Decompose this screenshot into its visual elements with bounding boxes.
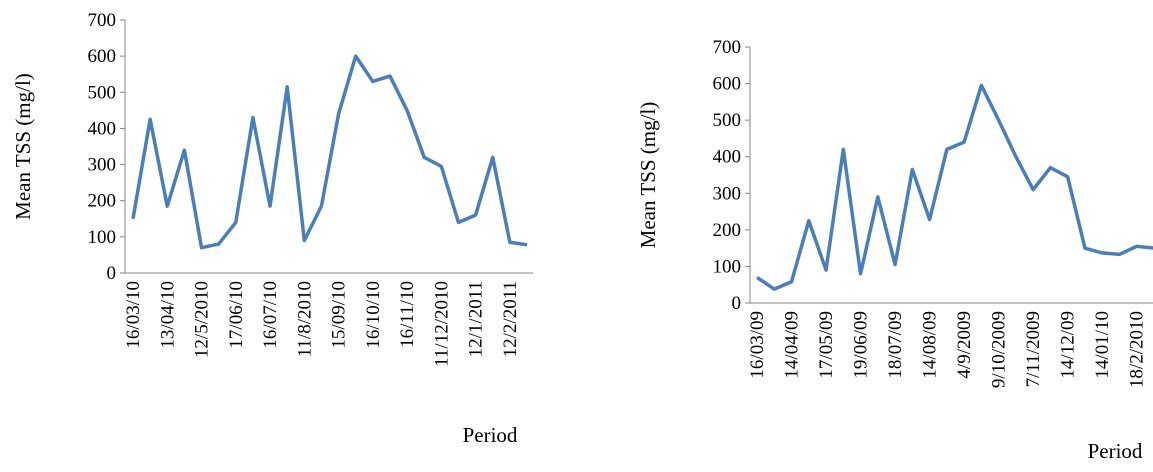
y-tick-label: 500 [88, 82, 117, 103]
y-axis-title: Mean TSS (mg/l) [636, 102, 660, 249]
y-tick-label: 400 [88, 118, 117, 139]
y-axis-title: Mean TSS (mg/l) [11, 73, 35, 220]
x-tick-label: 14/12/09 [1058, 311, 1079, 379]
y-tick-label: 200 [88, 191, 117, 212]
x-tick-label: 17/06/10 [226, 281, 247, 349]
y-tick-label: 700 [713, 37, 742, 58]
x-tick-label: 16/03/10 [123, 281, 144, 349]
x-tick-label: 17/05/09 [816, 311, 837, 379]
y-tick-label: 300 [713, 183, 742, 204]
y-tick-label: 100 [713, 256, 742, 277]
x-tick-label: 16/03/09 [747, 311, 768, 379]
x-tick-label: 16/07/10 [260, 281, 281, 349]
y-tick-label: 700 [88, 10, 117, 31]
y-tick-label: 600 [88, 46, 117, 67]
x-tick-label: 12/2/2011 [500, 281, 521, 357]
x-tick-label: 4/9/2009 [954, 311, 975, 379]
x-tick-label: 13/04/10 [157, 281, 178, 349]
y-tick-label: 500 [713, 110, 742, 131]
x-tick-label: 15/09/10 [329, 281, 350, 349]
x-tick-label: 16/10/10 [363, 281, 384, 349]
x-axis-title: Period [1088, 439, 1143, 463]
y-tick-label: 200 [713, 220, 742, 241]
y-tick-label: 0 [732, 293, 742, 314]
y-tick-label: 300 [88, 155, 117, 176]
x-tick-label: 18/2/2010 [1127, 311, 1148, 388]
data-line [131, 54, 528, 250]
x-tick-label: 14/04/09 [782, 311, 803, 379]
x-axis-title: Period [463, 423, 518, 447]
y-tick-label: 0 [107, 263, 117, 284]
y-tick-label: 400 [713, 147, 742, 168]
x-tick-label: 11/12/2010 [431, 281, 452, 367]
x-tick-label: 12/1/2011 [466, 281, 487, 357]
x-tick-label: 16/11/10 [397, 281, 418, 348]
x-tick-label: 12/5/2010 [192, 281, 213, 358]
x-tick-label: 9/10/2009 [989, 311, 1010, 388]
x-tick-label: 14/08/09 [920, 311, 941, 379]
x-tick-label: 18/07/09 [885, 311, 906, 379]
y-tick-label: 600 [713, 74, 742, 95]
x-tick-label: 14/01/10 [1092, 311, 1113, 379]
x-tick-label: 11/8/2010 [294, 281, 315, 357]
data-line [756, 83, 1153, 291]
x-tick-label: 19/06/09 [851, 311, 872, 379]
x-tick-label: 7/11/2009 [1023, 311, 1044, 387]
y-tick-label: 100 [88, 227, 117, 248]
